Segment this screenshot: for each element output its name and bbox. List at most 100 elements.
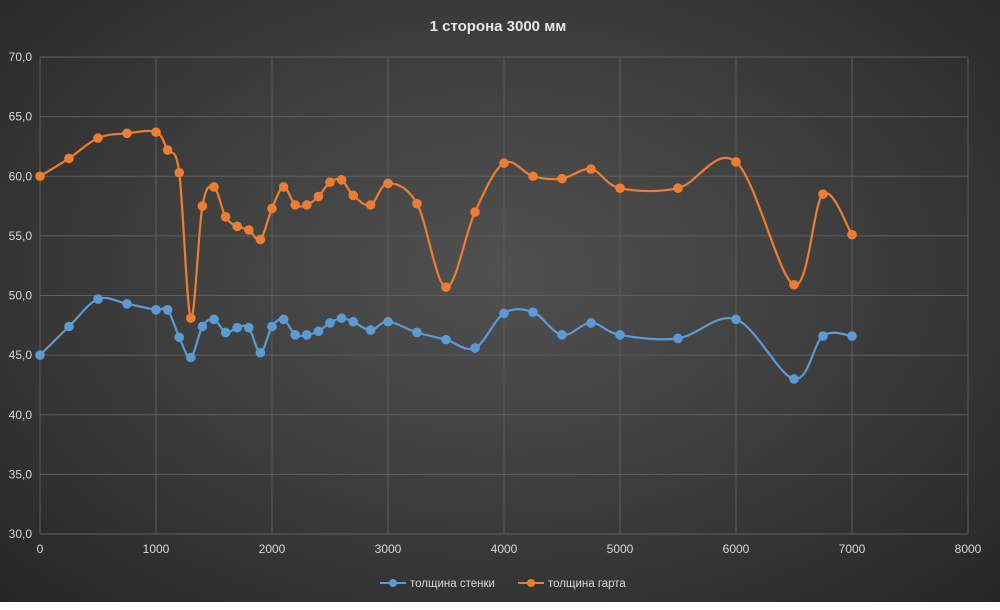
- data-point: [151, 305, 161, 315]
- x-tick-label: 0: [37, 542, 44, 556]
- data-point: [151, 127, 161, 137]
- data-point: [789, 279, 799, 290]
- data-point: [731, 157, 741, 167]
- data-point: [499, 158, 509, 168]
- data-point: [93, 294, 103, 304]
- data-point: [197, 321, 208, 332]
- data-point: [615, 330, 625, 340]
- data-point: [220, 211, 231, 222]
- data-point: [122, 299, 132, 309]
- data-point: [528, 307, 538, 317]
- data-point: [122, 128, 132, 139]
- data-point: [336, 175, 347, 185]
- data-point: [186, 352, 196, 363]
- legend: толщина стенки толщина гарта: [380, 578, 626, 590]
- series-points: [35, 127, 857, 384]
- data-point: [615, 183, 625, 193]
- data-point: [244, 225, 254, 235]
- data-point: [290, 330, 301, 340]
- data-point: [731, 314, 741, 325]
- x-tick-label: 2000: [259, 542, 286, 556]
- data-point: [197, 201, 208, 211]
- data-point: [365, 325, 376, 335]
- data-point: [35, 171, 45, 182]
- data-point: [186, 313, 196, 323]
- legend-label: толщина гарта: [548, 578, 626, 590]
- data-point: [255, 234, 266, 245]
- data-point: [412, 198, 422, 209]
- data-point: [441, 334, 451, 345]
- data-point: [673, 183, 683, 193]
- data-point: [325, 318, 335, 328]
- data-point: [470, 207, 480, 217]
- legend-label: толщина стенки: [410, 578, 495, 590]
- data-point: [557, 330, 567, 340]
- data-point: [209, 314, 219, 325]
- data-point: [162, 145, 173, 155]
- data-point: [267, 203, 277, 214]
- data-point: [209, 182, 219, 192]
- data-point: [673, 333, 683, 344]
- data-point: [586, 318, 596, 328]
- legend-marker: [527, 579, 535, 587]
- data-point: [441, 282, 451, 292]
- data-point: [336, 313, 347, 323]
- data-point: [818, 331, 828, 341]
- data-point: [847, 331, 857, 341]
- y-tick-label: 65,0: [9, 110, 33, 124]
- data-point: [64, 153, 74, 164]
- axis-labels: 30,0 35,0 40,0 45,0 50,0 55,0 60,0 65,0 70,0 0 100…: [9, 50, 982, 556]
- x-tick-label: 8000: [955, 542, 982, 556]
- data-point: [383, 178, 393, 189]
- data-point: [789, 374, 799, 384]
- data-point: [174, 167, 184, 178]
- data-point: [64, 321, 74, 332]
- data-point: [174, 332, 184, 343]
- x-tick-label: 3000: [375, 542, 402, 556]
- y-tick-label: 40,0: [9, 408, 33, 422]
- data-point: [818, 189, 828, 199]
- data-point: [232, 221, 242, 232]
- y-tick-label: 30,0: [9, 527, 33, 541]
- data-point: [412, 327, 422, 338]
- data-point: [35, 350, 45, 360]
- data-point: [470, 343, 480, 353]
- data-point: [499, 308, 509, 319]
- chart-title: 1 сторона 3000 мм: [430, 18, 567, 35]
- y-tick-label: 55,0: [9, 229, 33, 243]
- data-point: [528, 171, 538, 182]
- data-point: [244, 322, 254, 333]
- data-point: [302, 200, 312, 210]
- data-point: [348, 190, 359, 201]
- grid: [39, 56, 969, 535]
- x-tick-label: 4000: [491, 542, 518, 556]
- x-tick-label: 6000: [723, 542, 750, 556]
- data-point: [348, 316, 359, 327]
- data-point: [278, 182, 289, 192]
- y-tick-label: 35,0: [9, 467, 33, 481]
- data-point: [267, 321, 277, 332]
- data-point: [586, 164, 596, 174]
- data-point: [232, 322, 242, 333]
- y-tick-label: 70,0: [9, 50, 33, 64]
- x-tick-label: 1000: [143, 542, 170, 556]
- x-tick-label: 7000: [839, 542, 866, 556]
- y-tick-label: 50,0: [9, 289, 33, 303]
- x-tick-label: 5000: [607, 542, 634, 556]
- data-point: [325, 177, 335, 188]
- data-point: [313, 326, 324, 337]
- data-point: [365, 200, 376, 210]
- data-point: [278, 314, 289, 325]
- data-point: [255, 347, 266, 358]
- data-point: [290, 200, 301, 210]
- data-point: [220, 327, 231, 338]
- legend-marker: [389, 579, 397, 587]
- data-point: [302, 330, 312, 340]
- y-tick-label: 60,0: [9, 169, 33, 183]
- data-point: [162, 305, 173, 315]
- data-point: [93, 133, 103, 143]
- data-point: [383, 316, 393, 327]
- data-point: [313, 191, 324, 202]
